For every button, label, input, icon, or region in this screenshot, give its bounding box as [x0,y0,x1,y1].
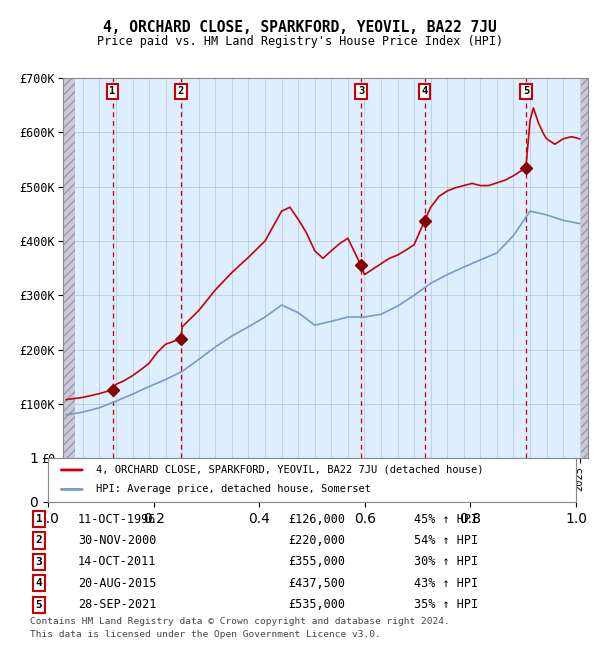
Text: 11-OCT-1996: 11-OCT-1996 [78,512,157,525]
Text: Contains HM Land Registry data © Crown copyright and database right 2024.: Contains HM Land Registry data © Crown c… [30,617,450,626]
Text: 45% ↑ HPI: 45% ↑ HPI [414,512,478,525]
Text: HPI: Average price, detached house, Somerset: HPI: Average price, detached house, Some… [95,484,371,495]
Text: 2: 2 [35,536,43,545]
Text: This data is licensed under the Open Government Licence v3.0.: This data is licensed under the Open Gov… [30,630,381,639]
Text: 2: 2 [178,86,184,96]
Text: £437,500: £437,500 [288,577,345,590]
Text: 54% ↑ HPI: 54% ↑ HPI [414,534,478,547]
Text: 4, ORCHARD CLOSE, SPARKFORD, YEOVIL, BA22 7JU: 4, ORCHARD CLOSE, SPARKFORD, YEOVIL, BA2… [103,20,497,34]
Text: 30-NOV-2000: 30-NOV-2000 [78,534,157,547]
Text: 3: 3 [35,557,43,567]
Text: Price paid vs. HM Land Registry's House Price Index (HPI): Price paid vs. HM Land Registry's House … [97,35,503,48]
Text: 35% ↑ HPI: 35% ↑ HPI [414,598,478,611]
Bar [63,78,74,458]
Text: £126,000: £126,000 [288,512,345,525]
Text: 30% ↑ HPI: 30% ↑ HPI [414,555,478,568]
Text: 1: 1 [109,86,116,96]
Text: 3: 3 [358,86,364,96]
Text: 14-OCT-2011: 14-OCT-2011 [78,555,157,568]
Text: 4: 4 [35,578,43,588]
Text: 5: 5 [35,600,43,610]
Text: 20-AUG-2015: 20-AUG-2015 [78,577,157,590]
Text: 43% ↑ HPI: 43% ↑ HPI [414,577,478,590]
Text: 4: 4 [422,86,428,96]
Text: £355,000: £355,000 [288,555,345,568]
Text: 5: 5 [523,86,529,96]
Text: £220,000: £220,000 [288,534,345,547]
Text: 1: 1 [35,514,43,524]
Text: 28-SEP-2021: 28-SEP-2021 [78,598,157,611]
Text: 4, ORCHARD CLOSE, SPARKFORD, YEOVIL, BA22 7JU (detached house): 4, ORCHARD CLOSE, SPARKFORD, YEOVIL, BA2… [95,465,483,475]
Text: £535,000: £535,000 [288,598,345,611]
Bar [581,78,588,458]
